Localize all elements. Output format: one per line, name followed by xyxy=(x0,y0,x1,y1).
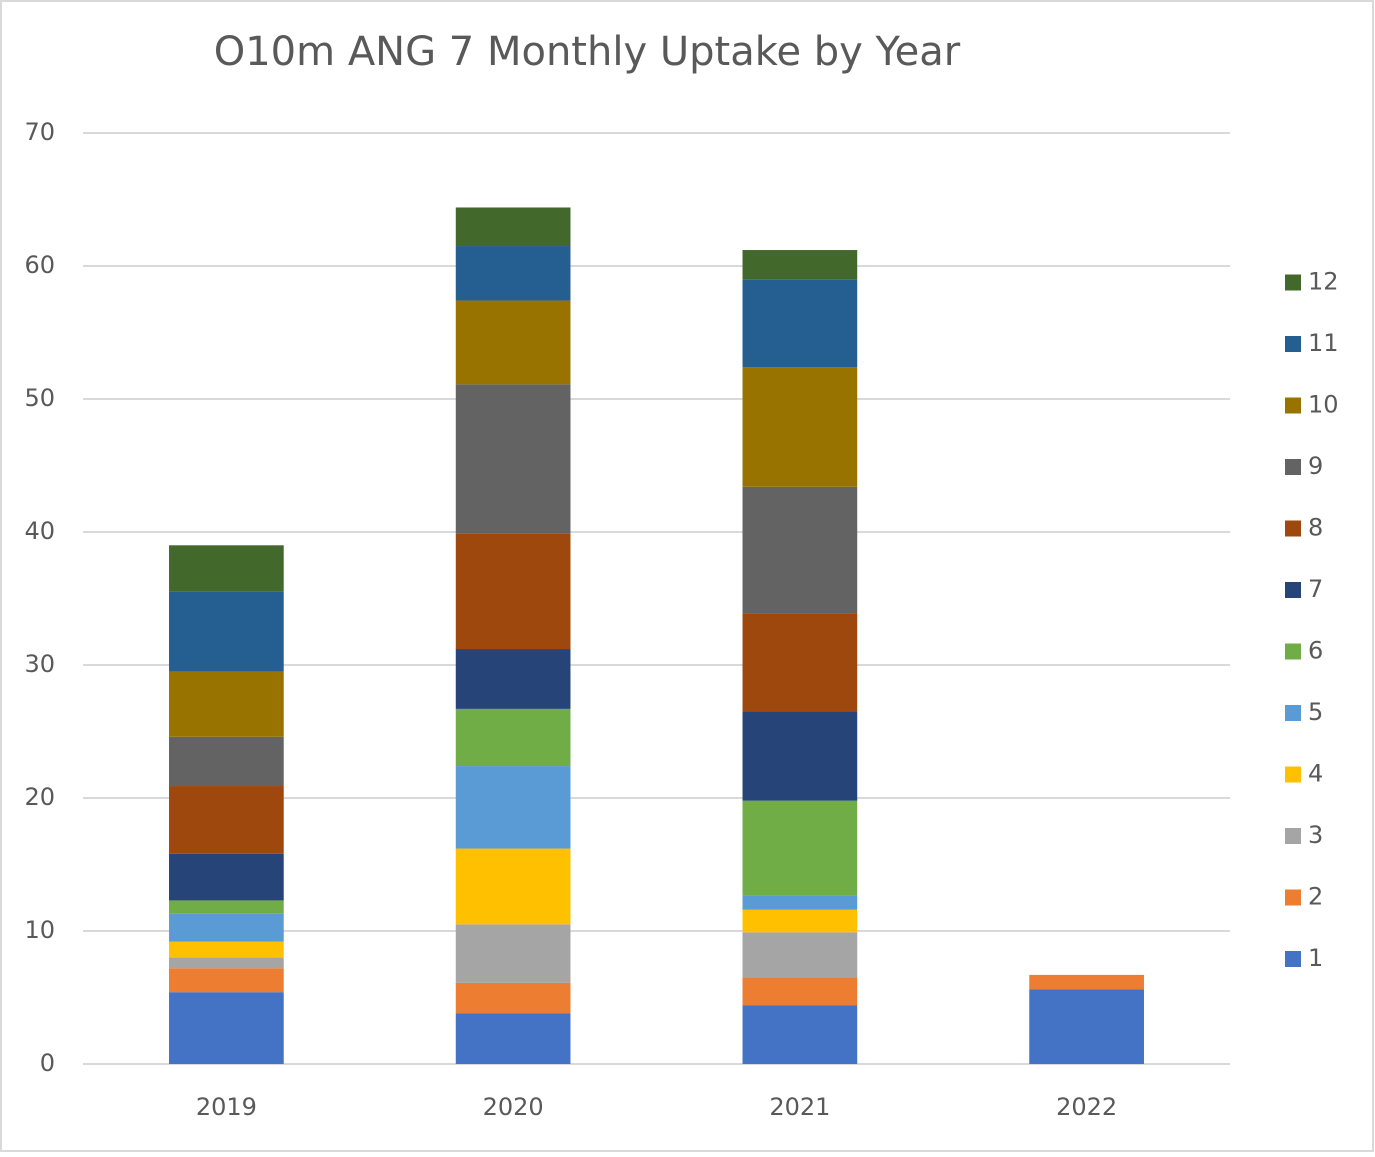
legend-swatch xyxy=(1285,705,1301,721)
bar-segment xyxy=(455,207,571,247)
bar-segment xyxy=(455,708,571,767)
bar-segment xyxy=(455,982,571,1014)
legend-swatch xyxy=(1285,643,1301,660)
y-tick-label: 40 xyxy=(24,517,55,545)
legend-label: 7 xyxy=(1308,575,1323,603)
chart-title: O10m ANG 7 Monthly Uptake by Year xyxy=(214,29,961,75)
legend-swatch xyxy=(1285,766,1301,783)
legend-swatch xyxy=(1285,336,1301,352)
bar-segment xyxy=(169,736,284,787)
bar-segment xyxy=(455,649,571,709)
bar-segment xyxy=(742,250,858,280)
legend-swatch xyxy=(1285,274,1301,291)
bar-segment xyxy=(742,613,858,712)
legend-label: 8 xyxy=(1308,514,1323,542)
legend-swatch xyxy=(1285,889,1301,906)
bar-segment xyxy=(455,533,571,650)
bar-segment xyxy=(455,1013,571,1064)
bar-segment xyxy=(742,486,858,614)
bar-segment xyxy=(742,909,858,933)
bar-segment xyxy=(169,591,284,672)
legend-swatch xyxy=(1285,459,1301,475)
legend-label: 4 xyxy=(1308,760,1323,788)
x-tick-label: 2022 xyxy=(1056,1093,1117,1121)
bar-segment xyxy=(455,300,571,385)
bar-segment xyxy=(455,766,571,849)
bar-segment xyxy=(742,279,858,368)
legend-label: 9 xyxy=(1308,452,1323,480)
legend-swatch xyxy=(1285,520,1301,537)
legend-label: 3 xyxy=(1308,821,1323,849)
bar-segment xyxy=(455,384,571,534)
y-tick-label: 70 xyxy=(24,118,55,146)
y-tick-label: 30 xyxy=(24,650,55,678)
legend-label: 12 xyxy=(1308,268,1339,296)
bar-segment xyxy=(742,800,858,896)
y-tick-label: 20 xyxy=(24,783,55,811)
bar-segment xyxy=(742,1005,858,1064)
bar-segment xyxy=(455,848,571,925)
bar-segment xyxy=(455,246,571,301)
y-tick-label: 60 xyxy=(24,251,55,279)
bar-segment xyxy=(742,895,858,910)
x-tick-label: 2019 xyxy=(196,1093,257,1121)
bar-segment xyxy=(1029,974,1144,990)
y-tick-label: 10 xyxy=(24,916,55,944)
legend-swatch xyxy=(1285,582,1301,598)
bar-segment xyxy=(742,977,858,1006)
x-tick-label: 2020 xyxy=(483,1093,544,1121)
x-tick-label: 2021 xyxy=(769,1093,830,1121)
bar-segment xyxy=(169,941,284,958)
legend-label: 5 xyxy=(1308,698,1323,726)
legend-swatch xyxy=(1285,397,1301,414)
legend-swatch xyxy=(1285,951,1301,967)
bar-segment xyxy=(742,711,858,801)
bar-segment xyxy=(742,932,858,978)
bar-segment xyxy=(169,968,284,993)
legend-label: 2 xyxy=(1308,883,1323,911)
legend-swatch xyxy=(1285,828,1301,844)
bar-segment xyxy=(169,992,284,1064)
bar-segment xyxy=(742,367,858,487)
y-tick-label: 0 xyxy=(40,1049,55,1077)
bar-segment xyxy=(169,786,284,854)
legend-label: 6 xyxy=(1308,637,1323,665)
bar-segment xyxy=(169,545,284,592)
bar-segment xyxy=(1029,989,1144,1064)
y-tick-label: 50 xyxy=(24,384,55,412)
bar-segment xyxy=(455,924,571,983)
legend-label: 1 xyxy=(1308,944,1323,972)
bar-segment xyxy=(169,853,284,901)
legend-label: 10 xyxy=(1308,391,1339,419)
bar-segment xyxy=(169,957,284,969)
bar-segment xyxy=(169,913,284,942)
bar-segment xyxy=(169,900,284,914)
bar-segment xyxy=(169,671,284,737)
legend-label: 11 xyxy=(1308,329,1339,357)
